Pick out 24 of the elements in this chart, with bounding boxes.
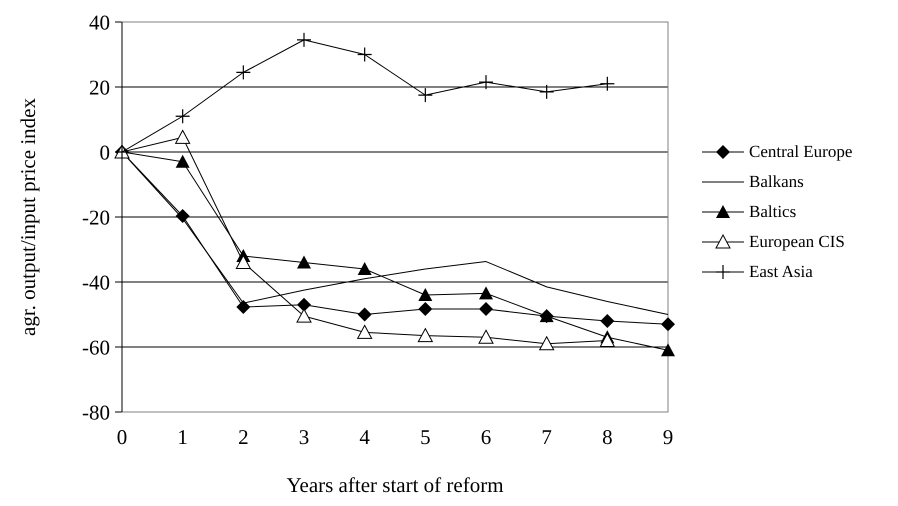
x-tick-label: 6 (480, 425, 492, 449)
x-tick-label: 4 (359, 425, 370, 449)
y-axis-title: agr. output/input price index (16, 98, 40, 336)
x-tick-label: 5 (420, 425, 431, 449)
x-tick-label: 0 (116, 425, 128, 449)
y-tick-label: -20 (82, 205, 110, 230)
legend-label: Central Europe (749, 142, 852, 162)
legend-label: European CIS (749, 232, 845, 252)
y-tick-label: -40 (82, 270, 110, 294)
x-tick-label: 9 (662, 425, 674, 449)
y-tick-label: -80 (82, 400, 110, 424)
y-tick-label: -60 (82, 335, 110, 360)
legend-label: Baltics (749, 202, 796, 222)
x-tick-label: 2 (238, 425, 249, 449)
x-tick-label: 8 (602, 425, 613, 449)
x-tick-label: 1 (177, 425, 188, 449)
x-tick-label: 7 (541, 425, 552, 449)
legend-label: Balkans (749, 172, 804, 192)
legend-label: East Asia (749, 262, 814, 282)
y-tick-label: 40 (89, 10, 110, 34)
x-axis-title: Years after start of reform (286, 473, 504, 497)
y-tick-label: 0 (100, 140, 110, 164)
y-tick-label: 20 (89, 75, 110, 100)
x-tick-label: 3 (298, 425, 310, 449)
